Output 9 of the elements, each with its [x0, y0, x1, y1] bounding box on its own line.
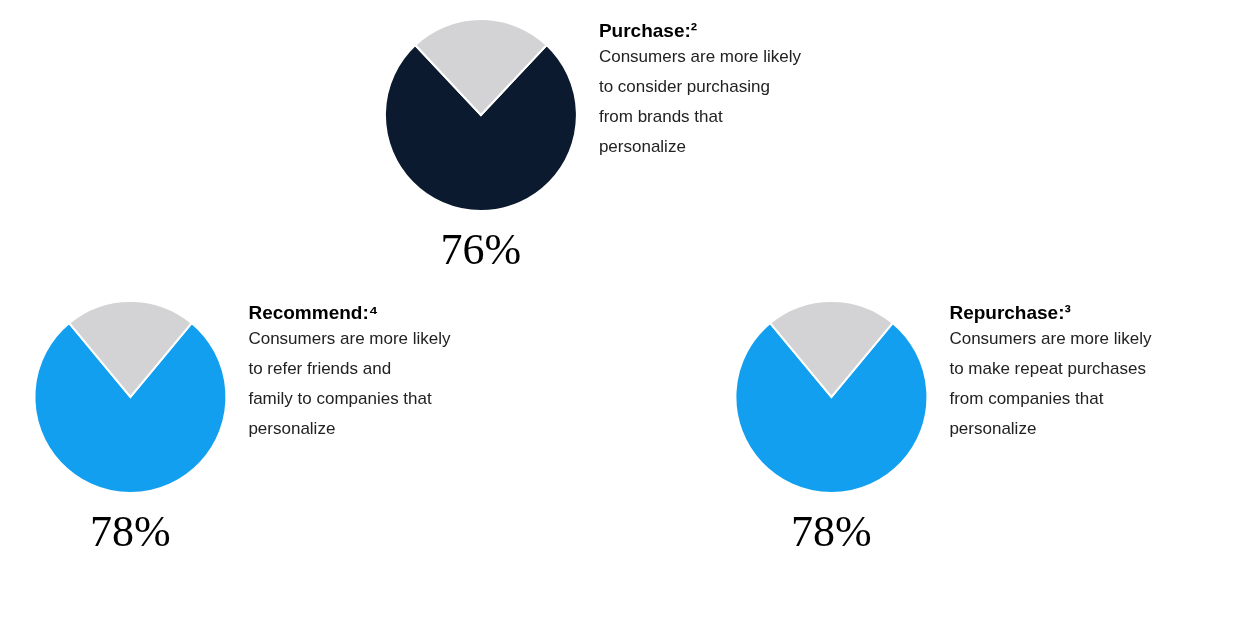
- data-label: 76%: [440, 225, 522, 274]
- data-label: 78%: [791, 507, 872, 556]
- text: Consumers are more likely to refer friends and family to companies that personalize: [248, 329, 452, 438]
- text: Repurchase:³: [949, 302, 1071, 323]
- text: Recommend:⁴: [248, 302, 379, 323]
- data-label: 78%: [90, 507, 171, 556]
- text: Consumers are more likely to consider purchasing from brands that personalize: [598, 47, 802, 156]
- text: Purchase:²: [598, 20, 698, 41]
- text: Consumers are more likely to make repeat purchases from companies that personalize: [949, 329, 1153, 438]
